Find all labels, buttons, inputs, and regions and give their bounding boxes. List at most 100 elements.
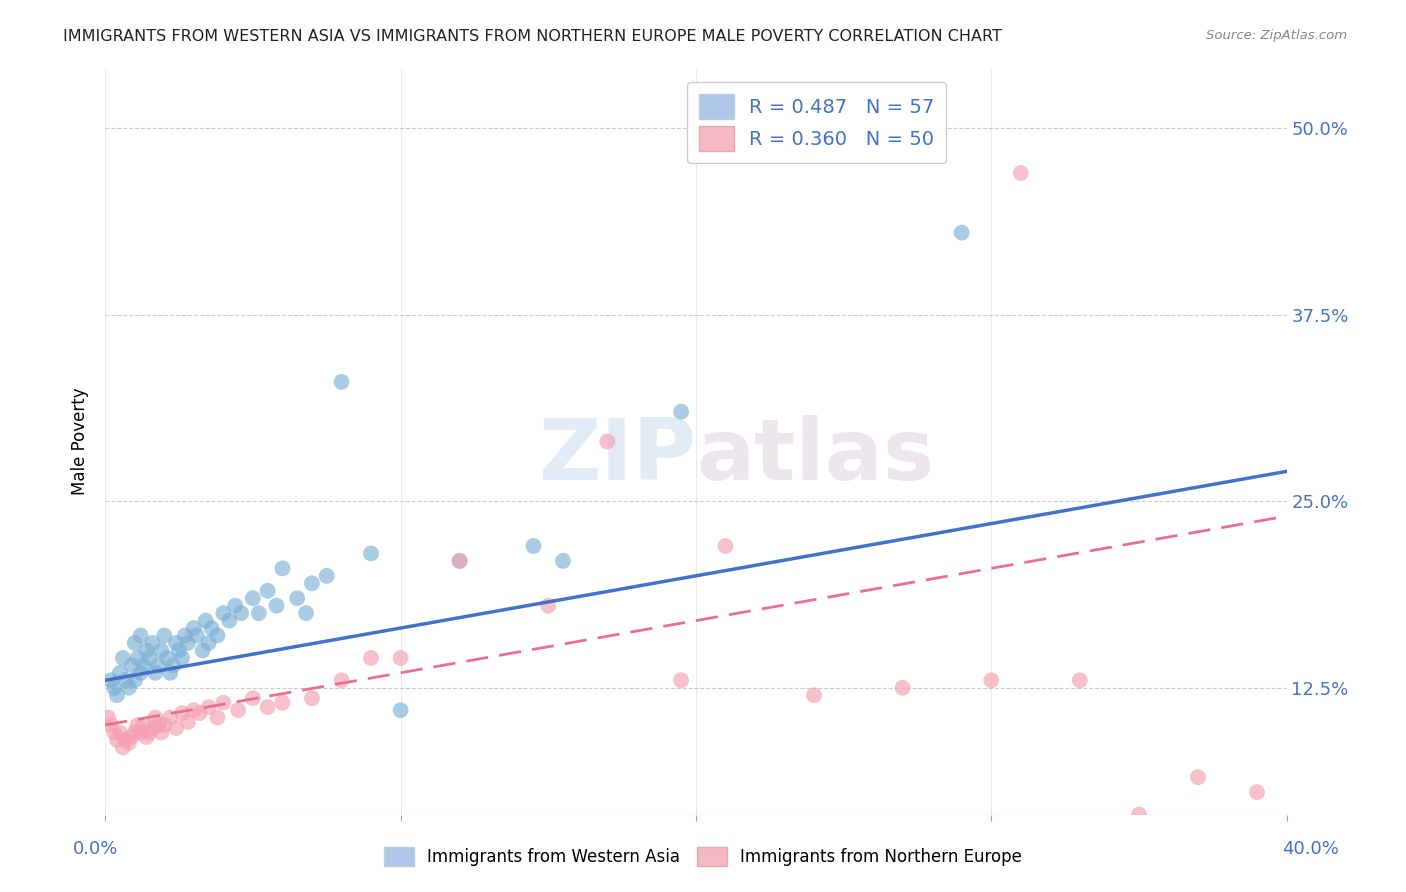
Point xyxy=(165,721,187,735)
Point xyxy=(891,681,914,695)
Text: IMMIGRANTS FROM WESTERN ASIA VS IMMIGRANTS FROM NORTHERN EUROPE MALE POVERTY COR: IMMIGRANTS FROM WESTERN ASIA VS IMMIGRAN… xyxy=(63,29,1002,44)
Point xyxy=(148,718,170,732)
Point xyxy=(129,628,152,642)
Point xyxy=(1246,785,1268,799)
Point xyxy=(159,665,181,680)
Point xyxy=(301,576,323,591)
Point xyxy=(138,651,160,665)
Point xyxy=(256,583,278,598)
Point xyxy=(285,591,308,606)
Y-axis label: Male Poverty: Male Poverty xyxy=(72,388,89,495)
Point xyxy=(103,725,125,739)
Text: Source: ZipAtlas.com: Source: ZipAtlas.com xyxy=(1206,29,1347,42)
Point xyxy=(170,706,193,720)
Point xyxy=(170,651,193,665)
Point xyxy=(135,643,157,657)
Point xyxy=(389,651,412,665)
Point xyxy=(100,718,122,732)
Point xyxy=(156,651,179,665)
Point xyxy=(537,599,560,613)
Point xyxy=(127,718,149,732)
Point xyxy=(449,554,471,568)
Point xyxy=(1187,770,1209,784)
Point xyxy=(247,606,270,620)
Point xyxy=(150,725,173,739)
Point xyxy=(266,599,288,613)
Point xyxy=(242,691,264,706)
Point xyxy=(330,673,353,688)
Point xyxy=(271,561,294,575)
Point xyxy=(218,614,240,628)
Point xyxy=(100,673,122,688)
Point xyxy=(596,434,619,449)
Point xyxy=(97,710,120,724)
Point xyxy=(145,665,167,680)
Point xyxy=(1069,673,1091,688)
Point xyxy=(980,673,1002,688)
Point xyxy=(118,681,141,695)
Point xyxy=(108,665,131,680)
Point xyxy=(174,628,197,642)
Point xyxy=(224,599,246,613)
Text: atlas: atlas xyxy=(696,415,934,498)
Point xyxy=(167,643,190,657)
Point xyxy=(207,710,229,724)
Point xyxy=(229,606,252,620)
Point xyxy=(714,539,737,553)
Point xyxy=(389,703,412,717)
Point xyxy=(188,706,211,720)
Point xyxy=(207,628,229,642)
Point xyxy=(129,665,152,680)
Point xyxy=(226,703,249,717)
Point xyxy=(105,733,128,747)
Point xyxy=(145,710,167,724)
Point xyxy=(153,628,176,642)
Text: ZIP: ZIP xyxy=(538,415,696,498)
Point xyxy=(121,730,143,744)
Point xyxy=(132,658,155,673)
Point xyxy=(111,740,134,755)
Point xyxy=(242,591,264,606)
Point xyxy=(127,651,149,665)
Point xyxy=(315,569,337,583)
Point xyxy=(103,681,125,695)
Point xyxy=(212,696,235,710)
Point xyxy=(360,651,382,665)
Point xyxy=(132,718,155,732)
Point xyxy=(129,725,152,739)
Point xyxy=(135,730,157,744)
Point xyxy=(950,226,973,240)
Point xyxy=(108,725,131,739)
Point xyxy=(360,546,382,560)
Point xyxy=(121,658,143,673)
Point xyxy=(449,554,471,568)
Point xyxy=(148,658,170,673)
Point xyxy=(194,614,217,628)
Point xyxy=(212,606,235,620)
Point xyxy=(803,688,825,702)
Point xyxy=(141,636,163,650)
Point xyxy=(141,721,163,735)
Point xyxy=(124,673,146,688)
Point xyxy=(118,736,141,750)
Point xyxy=(669,673,692,688)
Point xyxy=(197,700,219,714)
Point xyxy=(669,405,692,419)
Point xyxy=(183,703,205,717)
Point xyxy=(105,688,128,702)
Point xyxy=(256,700,278,714)
Point xyxy=(177,636,200,650)
Point xyxy=(115,673,138,688)
Point xyxy=(301,691,323,706)
Point xyxy=(165,636,187,650)
Point xyxy=(330,375,353,389)
Text: 0.0%: 0.0% xyxy=(73,840,118,858)
Point xyxy=(551,554,574,568)
Point xyxy=(115,733,138,747)
Point xyxy=(138,725,160,739)
Legend: R = 0.487   N = 57, R = 0.360   N = 50: R = 0.487 N = 57, R = 0.360 N = 50 xyxy=(688,82,946,163)
Legend: Immigrants from Western Asia, Immigrants from Northern Europe: Immigrants from Western Asia, Immigrants… xyxy=(377,840,1029,873)
Point xyxy=(124,725,146,739)
Point xyxy=(186,628,208,642)
Point xyxy=(191,643,214,657)
